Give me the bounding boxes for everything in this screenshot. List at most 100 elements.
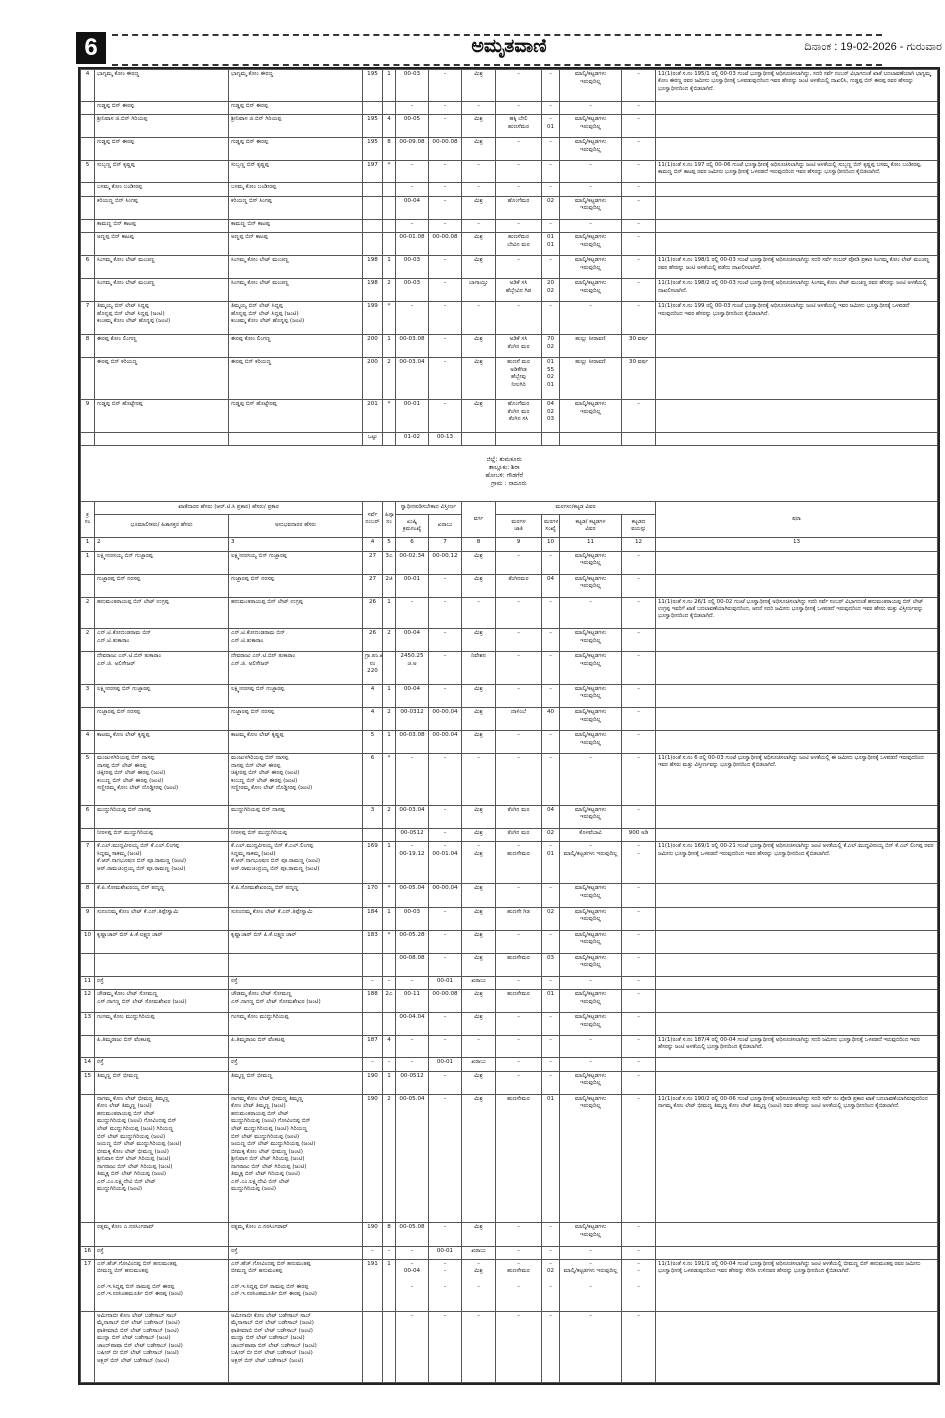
cell-hissa <box>382 651 396 685</box>
cell-occupant: ಕೆ.ಪಿ.ಸೋಮಶೇಖರಯ್ಯ ಬಿನ್ ಪದ್ಮಣ್ಣ <box>228 883 363 908</box>
cell-owner: ಪಿ.ತಿಮ್ಮರಾಜು ಬಿನ್ ವೆಂಕಟಪ್ಪ <box>94 1034 229 1059</box>
cell-tree-count: 70 02 <box>541 333 560 359</box>
cell-survey-no: 198 <box>362 255 383 280</box>
cell-remarks <box>655 1310 938 1384</box>
cell-building-age: 900 ಅಡಿ <box>621 827 656 843</box>
cell-category: ನಿವೇಶನ <box>461 651 496 685</box>
cell-survey-no <box>362 232 383 257</box>
cell-area: 00-01 <box>395 573 429 598</box>
cell-category: ಖರಾಬು <box>461 1057 496 1072</box>
cell-category: ಮಿಶ್ರ <box>461 729 496 754</box>
cell-owner: ಲಕ್ಷ್ಮೀನರಸಯ್ಯ ಬಿನ್ ಗುಜ್ಜಾರಪ್ಪ <box>94 550 229 575</box>
cell-owner: ಸುನಂದಮ್ಮ ಕೋಂ ಲೇಟ್ ಕೆ.ಎನ್.ತಿಪ್ಪೇಸ್ವಾಮಿ <box>94 906 229 931</box>
cell-tree-count: – <box>541 218 560 234</box>
cell-survey-no: 187 <box>362 1034 383 1059</box>
cell-kharab: – <box>428 301 462 335</box>
cell-building: ಮಾಲ್ಕಿ/ಕಟ್ಟಡಗಳು ಇರುವುದಿಲ್ಲ <box>559 1011 622 1037</box>
cell-survey-no: 27 <box>362 550 383 575</box>
cell-kharab: – <box>428 1093 462 1224</box>
cell-tree-type: ಹುಣಸೇ ಗಿಡ <box>495 906 542 931</box>
cell-owner: ತಿಮ್ಮಣ್ಣ ಬಿನ್ ಭೀಮಣ್ಣ <box>94 1070 229 1095</box>
village: ಗ್ರಾಮ : ನಾದೂರು <box>491 479 527 487</box>
cell-tree-type: – <box>495 596 542 630</box>
table-row: 6 ಸಿಂಗಮ್ಮ ಕೋಂ ಲೇಟ್ ಮಂಚಣ್ಣ ಸಿಂಗಮ್ಮ ಕೋಂ ಲೇಟ್… <box>80 255 938 280</box>
cell-building-age: – <box>621 399 656 433</box>
cell-building: ಮಾಲ್ಕಿ/ಕಟ್ಟಡಗಳು ಇರುವುದಿಲ್ಲ <box>559 628 622 653</box>
cell-survey-no <box>362 218 383 234</box>
table-row: 8 ಈರಪ್ಪ ಕೋಂ ಲಿಂಗಣ್ಣ ಈರಪ್ಪ ಕೋಂ ಲಿಂಗಣ್ಣ 200 1 0… <box>80 333 938 359</box>
location-row: ಜಿಲ್ಲೆ: ತುಮಕೂರು ತಾಲ್ಲೂಕು: ಶಿರಾ ಹೋಬಳಿ: ಗೌ… <box>80 445 938 502</box>
cell-building: – <box>559 301 622 335</box>
cell-sl-no: 4 <box>80 729 95 754</box>
cell-sl-no: 10 <box>80 929 95 954</box>
cell-sl-no: 5 <box>80 160 95 184</box>
cell-tree-count: – <box>541 929 560 954</box>
cell-sl-no: 1 <box>80 550 95 575</box>
cell-category: ಬಾಗಾಯ್ತು <box>461 278 496 303</box>
table-row: 17 ಎನ್.ಹೆಚ್.ಗೋವಿಂದಪ್ಪ ಬಿನ್ ಹನುಮಂತಪ್ಪ ಬೀಮಣ… <box>80 1258 938 1312</box>
cell-occupant: ಗುಜ್ಜಾರಪ್ಪ ಬಿನ್ ನರಸಪ್ಪ <box>228 573 363 598</box>
cell-area: 00-08.08 <box>395 952 429 977</box>
cell-area: – <box>395 1057 429 1072</box>
table-row: ಈರಪ್ಪ ಬಿನ್ ಕರಿಯಣ್ಣ ಈರಪ್ಪ ಬಿನ್ ಕರಿಯಣ್ಣ 200 2… <box>80 356 938 401</box>
cell-occupant: ಅಣ್ಣಪ್ಪ ಬಿನ್ ಕಾಟಪ್ಪ <box>228 232 363 257</box>
cell-remarks <box>655 651 938 685</box>
cell-kharab: 00-00.04 <box>428 729 462 754</box>
cell-tree-count: – 02 – <box>541 1258 560 1312</box>
cell-tree-type: – <box>495 160 542 184</box>
cell-kharab: – <box>428 160 462 184</box>
cell-kharab: 00-00.04 <box>428 706 462 731</box>
table-row: ಗುಜ್ಜಾರಪ್ಪ ಬಿನ್ ನರಸಪ್ಪ ಗುಜ್ಜಾರಪ್ಪ ಬಿನ್ ನರ… <box>80 573 938 598</box>
cell-tree-type: – <box>495 752 542 806</box>
cell-kharab: – <box>428 573 462 598</box>
header-tree-type: ಮರಗಳ ಜಾತಿ <box>495 514 542 539</box>
cell-sl-no <box>80 232 95 257</box>
cell-survey-no: 195 <box>362 114 383 139</box>
cell-kharab: 00-00.12 <box>428 550 462 575</box>
header-area-khushki: ಖುಷ್ಕಿ ಕ್ರಮಸಂಖ್ಯೆ <box>395 514 429 539</box>
table-row: 5 ಸುಬ್ಬಣ್ಣ ಬಿನ್ ಕೃಷ್ಣಪ್ಪ ಸುಬ್ಬಣ್ಣ ಬಿನ್ ಕೃಷ… <box>80 160 938 184</box>
cell-tree-type: – <box>495 1057 542 1072</box>
cell-owner: ಕೆ.ಎಲ್.ಮುದ್ದವೀರಯ್ಯ ಬಿನ್ ಕೆ.ಎಲ್.ಲಿಂಗಪ್ಪ ಸ… <box>94 841 229 885</box>
cell-kharab: – <box>428 683 462 708</box>
cell-tree-type: – <box>495 137 542 162</box>
cell-kharab: – <box>428 804 462 829</box>
cell-area: 00-0512 <box>395 827 429 843</box>
cell-area: 00-11 <box>395 988 429 1013</box>
cell-sl-no <box>80 182 95 197</box>
cell-sl-no <box>80 100 95 116</box>
cell-survey-no: 195 <box>362 137 383 162</box>
cell-owner: ಗಂಗಮ್ಮ ಕೋಂ ಮುದ್ದುಗಿರಿಯಪ್ಪ <box>94 1011 229 1037</box>
cell-hissa <box>382 232 396 257</box>
cell-category: – ಮಿಶ್ರ – <box>461 1258 496 1312</box>
cell-survey-no: 195 <box>362 69 383 102</box>
cell-survey-no: 190 <box>362 1222 383 1247</box>
cell-sl-no: 2 <box>80 596 95 630</box>
cell-sl-no <box>80 827 95 843</box>
column-number: 6 <box>395 537 429 552</box>
cell-hissa <box>382 1310 396 1384</box>
cell-remarks: 11(1)ರಂತೆ ಸ.ನಂ 191/1 ರಲ್ಲಿ 00-04 ಗುಂಟೆ ಭ… <box>655 1258 938 1312</box>
cell-hissa: 3ಎ <box>382 550 396 575</box>
cell-remarks <box>655 218 938 234</box>
cell-hissa: 8 <box>382 137 396 162</box>
header-tree-count: ಮರಗಳ ಸಂಖ್ಯೆ <box>541 514 560 539</box>
cell-survey-no: 200 <box>362 333 383 359</box>
cell-remarks <box>655 333 938 359</box>
column-number: 10 <box>541 537 560 552</box>
cell-building-age: – <box>621 883 656 908</box>
table-row: 8 ಕೆ.ಪಿ.ಸೋಮಶೇಖರಯ್ಯ ಬಿನ್ ಪದ್ಮಣ್ಣ ಕೆ.ಪಿ.ಸೋಮಶ… <box>80 883 938 908</box>
cell-remarks <box>655 1011 938 1037</box>
cell-owner: ಅಣ್ಣಪ್ಪ ಬಿನ್ ಕಾಟಪ್ಪ <box>94 232 229 257</box>
cell-remarks <box>655 100 938 116</box>
cell-tree-type: – <box>495 301 542 335</box>
cell-tree-type: ದಾಳಿಂಬೆ <box>495 706 542 731</box>
cell-remarks <box>655 232 938 257</box>
cell-building-age: – <box>621 1011 656 1037</box>
cell-occupant: ಎನ್.ಹೆಚ್.ಗೋವಿಂದಪ್ಪ ಬಿನ್ ಹನುಮಂತಪ್ಪ ಬೀಮಣ್ಣ… <box>228 1258 363 1312</box>
cell-survey-no <box>362 100 383 116</box>
hobli: ಹೋಬಳಿ: ಗೌಡಗೆರೆ <box>485 471 523 479</box>
cell-area: – 00-04 – <box>395 1258 429 1312</box>
cell-remarks <box>655 706 938 731</box>
cell-building: ಮಾಲ್ಕಿ/ಕಟ್ಟಡಗಳು ಇರುವುದಿಲ್ಲ <box>559 651 622 685</box>
